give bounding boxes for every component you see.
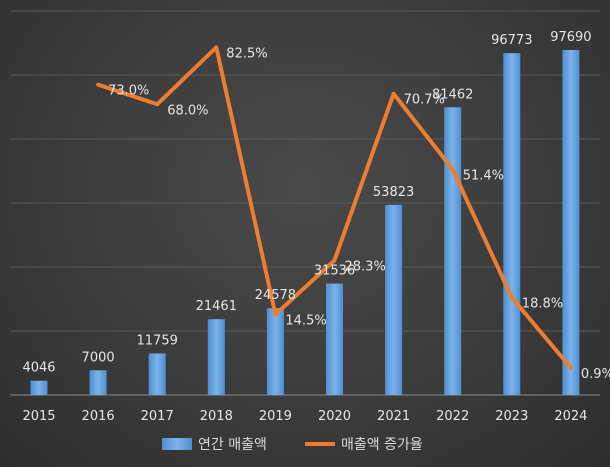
bar — [148, 353, 166, 395]
legend-label-bar: 연간 매출액 — [198, 437, 267, 453]
x-tick-label: 2018 — [200, 409, 233, 424]
line-data-label: 82.5% — [226, 46, 267, 61]
line-data-label: 0.9% — [581, 367, 610, 382]
bar-data-label: 7000 — [82, 350, 115, 365]
x-tick-label: 2020 — [318, 409, 351, 424]
bar-data-label: 96773 — [491, 33, 532, 48]
x-tick-label: 2016 — [82, 409, 115, 424]
bar-data-labels: 4046 7000 11759 21461 24578 31536 53823 81462 96… — [22, 30, 591, 376]
line-data-label: 73.0% — [108, 84, 149, 99]
bar — [89, 370, 107, 395]
gridlines — [10, 10, 600, 396]
x-tick-label: 2024 — [554, 409, 587, 424]
line-series — [96, 45, 573, 370]
x-tick-label: 2017 — [141, 409, 174, 424]
bar — [266, 308, 284, 395]
growth-rate-line — [96, 45, 573, 370]
bar — [385, 204, 403, 395]
x-tick-label: 2022 — [436, 409, 469, 424]
x-axis: 2015 2016 2017 2018 2019 2020 2021 2022 2023 2024 — [22, 409, 587, 424]
line-data-label: 14.5% — [285, 313, 326, 328]
x-tick-label: 2019 — [259, 409, 292, 424]
bar-data-label: 24578 — [255, 288, 296, 303]
bar-data-label: 4046 — [22, 361, 55, 376]
bar-data-label: 21461 — [196, 299, 237, 314]
line-data-labels: 73.0% 68.0% 82.5% 14.5% 28.3% 70.7% 51.4% 18.8%… — [108, 46, 610, 382]
bar — [207, 319, 225, 395]
bar-data-label: 97690 — [550, 30, 591, 45]
x-tick-label: 2023 — [495, 409, 528, 424]
bar-series — [30, 49, 580, 396]
line-data-label: 70.7% — [404, 93, 445, 108]
bar-data-label: 81462 — [432, 87, 473, 102]
bar-data-label: 11759 — [137, 333, 178, 348]
line-data-label: 28.3% — [345, 259, 386, 274]
bar — [326, 283, 343, 395]
line-data-label: 51.4% — [463, 169, 504, 184]
bar — [30, 380, 48, 395]
line-data-label: 18.8% — [522, 297, 563, 312]
x-tick-label: 2015 — [22, 409, 55, 424]
legend-swatch-bar — [162, 438, 192, 450]
x-tick-label: 2021 — [377, 409, 410, 424]
bar — [503, 53, 521, 396]
bar-data-label: 53823 — [373, 185, 414, 200]
bar — [562, 49, 580, 395]
line-data-label: 68.0% — [167, 103, 208, 118]
bar-data-label: 31536 — [314, 264, 355, 279]
bar — [444, 107, 462, 396]
legend-label-line: 매출액 증가율 — [341, 437, 423, 453]
legend: 연간 매출액 매출액 증가율 — [162, 437, 423, 453]
